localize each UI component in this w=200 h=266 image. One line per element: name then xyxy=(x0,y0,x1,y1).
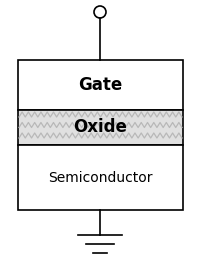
Text: Semiconductor: Semiconductor xyxy=(48,171,152,185)
Bar xyxy=(18,145,182,210)
Text: Oxide: Oxide xyxy=(73,118,127,136)
Bar xyxy=(18,110,182,145)
Text: Gate: Gate xyxy=(78,76,122,94)
Bar xyxy=(18,60,182,110)
